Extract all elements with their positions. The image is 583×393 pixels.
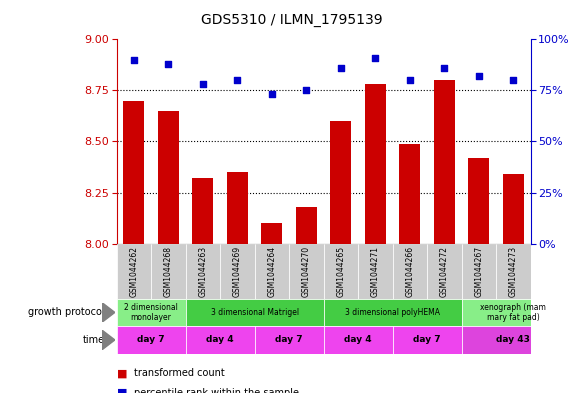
Bar: [117, 244, 151, 299]
Bar: [185, 326, 255, 354]
Point: [371, 55, 380, 61]
Text: GSM1044266: GSM1044266: [405, 246, 415, 297]
Bar: [427, 244, 462, 299]
Text: ■: ■: [117, 368, 127, 378]
Text: GSM1044270: GSM1044270: [302, 246, 311, 297]
Text: transformed count: transformed count: [134, 368, 225, 378]
Point: [336, 65, 346, 71]
Text: day 7: day 7: [413, 336, 441, 344]
Text: percentile rank within the sample: percentile rank within the sample: [134, 388, 299, 393]
Point: [474, 73, 483, 79]
Point: [508, 77, 518, 83]
Bar: [462, 299, 565, 326]
Text: GSM1044267: GSM1044267: [475, 246, 483, 297]
Bar: [392, 326, 462, 354]
Bar: [462, 244, 496, 299]
Text: ■: ■: [117, 388, 127, 393]
Bar: [358, 244, 392, 299]
Point: [129, 57, 139, 63]
Point: [267, 91, 276, 97]
Polygon shape: [102, 330, 115, 350]
Bar: [227, 172, 248, 244]
Polygon shape: [102, 303, 115, 322]
Bar: [185, 299, 324, 326]
Point: [198, 81, 208, 87]
Text: GSM1044269: GSM1044269: [233, 246, 242, 297]
Text: day 7: day 7: [137, 336, 165, 344]
Bar: [185, 244, 220, 299]
Point: [440, 65, 449, 71]
Bar: [503, 174, 524, 244]
Bar: [117, 326, 185, 354]
Bar: [399, 143, 420, 244]
Bar: [158, 111, 178, 244]
Point: [233, 77, 242, 83]
Text: GSM1044265: GSM1044265: [336, 246, 345, 297]
Text: GSM1044262: GSM1044262: [129, 246, 138, 297]
Text: xenograph (mam
mary fat pad): xenograph (mam mary fat pad): [480, 303, 546, 322]
Text: GSM1044264: GSM1044264: [268, 246, 276, 297]
Bar: [365, 84, 385, 244]
Text: day 4: day 4: [344, 336, 372, 344]
Bar: [496, 244, 531, 299]
Bar: [192, 178, 213, 244]
Bar: [124, 101, 144, 244]
Point: [301, 87, 311, 94]
Bar: [392, 244, 427, 299]
Bar: [324, 326, 392, 354]
Point: [405, 77, 415, 83]
Text: day 4: day 4: [206, 336, 234, 344]
Bar: [434, 80, 455, 244]
Text: GSM1044272: GSM1044272: [440, 246, 449, 297]
Bar: [289, 244, 324, 299]
Text: day 7: day 7: [275, 336, 303, 344]
Text: 3 dimensional polyHEMA: 3 dimensional polyHEMA: [345, 308, 440, 317]
Text: 3 dimensional Matrigel: 3 dimensional Matrigel: [210, 308, 298, 317]
Bar: [462, 326, 565, 354]
Bar: [261, 223, 282, 244]
Bar: [468, 158, 489, 244]
Point: [164, 61, 173, 67]
Text: time: time: [83, 335, 105, 345]
Bar: [324, 299, 462, 326]
Bar: [255, 326, 324, 354]
Bar: [220, 244, 255, 299]
Text: growth protocol: growth protocol: [29, 307, 105, 318]
Bar: [296, 207, 317, 244]
Bar: [255, 244, 289, 299]
Bar: [324, 244, 358, 299]
Text: day 43: day 43: [496, 336, 530, 344]
Bar: [117, 299, 185, 326]
Text: 2 dimensional
monolayer: 2 dimensional monolayer: [124, 303, 178, 322]
Text: GDS5310 / ILMN_1795139: GDS5310 / ILMN_1795139: [201, 13, 382, 27]
Bar: [151, 244, 185, 299]
Text: GSM1044263: GSM1044263: [198, 246, 208, 297]
Text: GSM1044268: GSM1044268: [164, 246, 173, 297]
Text: GSM1044271: GSM1044271: [371, 246, 380, 297]
Bar: [331, 121, 351, 244]
Text: GSM1044273: GSM1044273: [509, 246, 518, 297]
